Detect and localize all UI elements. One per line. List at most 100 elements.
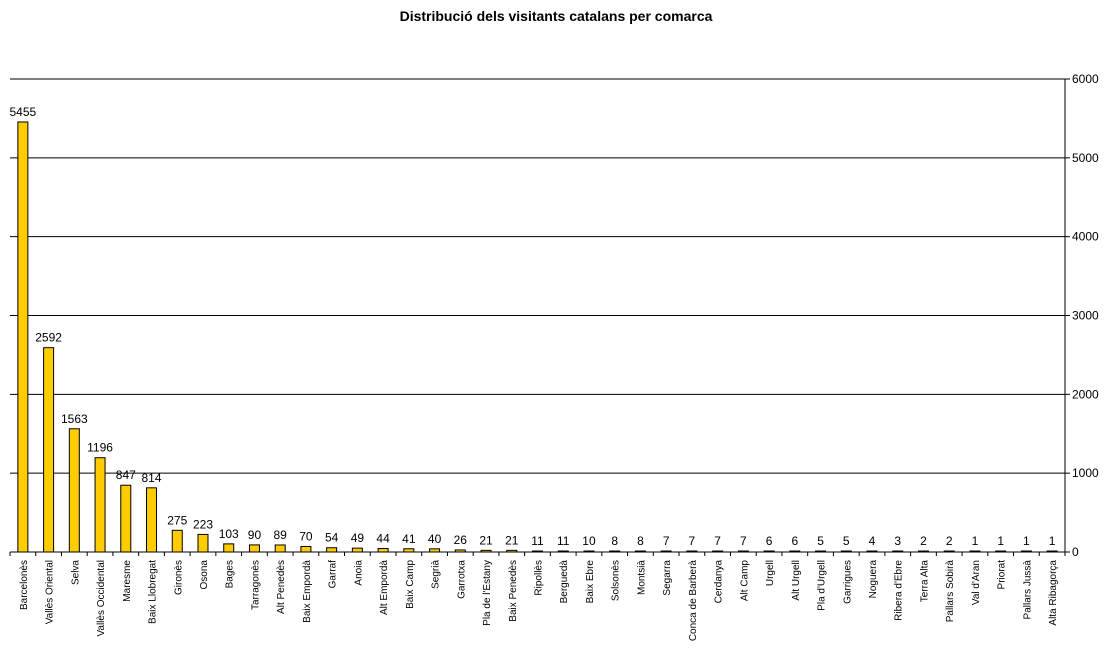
- category-label: Segarra: [662, 560, 673, 596]
- data-label: 11: [531, 534, 544, 548]
- category-label: Alt Urgell: [791, 560, 802, 601]
- data-label: 40: [428, 532, 442, 546]
- bar: [94, 457, 106, 553]
- category-label: Conca de Barberà: [688, 560, 699, 642]
- chart-title: Distribució dels visitants catalans per …: [399, 8, 713, 24]
- category-label: Vallès Occidental: [96, 560, 107, 637]
- category-label: Ripollès: [534, 560, 545, 596]
- category-label: Segrià: [431, 560, 442, 589]
- data-label: 1196: [87, 441, 113, 455]
- data-label: 21: [479, 533, 493, 547]
- data-label: 90: [248, 528, 262, 542]
- category-label: Pallars Jussà: [1022, 560, 1033, 620]
- data-label: 1: [1049, 534, 1056, 548]
- category-label: Barcelonès: [19, 560, 30, 610]
- data-label: 1: [1023, 534, 1030, 548]
- category-label: Pla de l'Estany: [482, 560, 493, 626]
- data-label: 89: [274, 528, 288, 542]
- bars: [17, 121, 1058, 553]
- data-label: 2: [920, 534, 927, 548]
- category-label: Tarragonès: [250, 560, 261, 610]
- bar: [17, 121, 29, 553]
- category-label: Bages: [225, 560, 236, 588]
- data-label: 223: [193, 517, 213, 531]
- data-label: 1: [972, 534, 979, 548]
- category-label: Selva: [70, 560, 81, 585]
- data-label: 44: [376, 532, 390, 546]
- data-label: 6: [766, 534, 773, 548]
- bar: [351, 547, 363, 553]
- y-tick-label: 4000: [1072, 230, 1099, 244]
- y-tick-label: 1000: [1072, 466, 1099, 480]
- data-label: 103: [219, 527, 239, 541]
- category-label: Maresme: [122, 560, 133, 602]
- data-label: 275: [167, 513, 187, 527]
- data-label: 5455: [10, 105, 37, 119]
- category-label: Vallès Oriental: [45, 560, 56, 624]
- category-label: Pla d'Urgell: [817, 560, 828, 611]
- bar: [223, 543, 235, 553]
- data-label: 41: [402, 532, 416, 546]
- category-label: Terra Alta: [919, 560, 930, 603]
- category-label: Baix Llobregat: [148, 560, 159, 624]
- category-label: Gironès: [173, 560, 184, 595]
- y-tick-label: 5000: [1072, 151, 1099, 165]
- data-label: 4: [869, 534, 876, 548]
- data-label: 814: [142, 471, 162, 485]
- category-label: Anoia: [353, 560, 364, 586]
- bar: [326, 547, 338, 553]
- data-label: 7: [663, 534, 670, 548]
- category-label: Alta Ribagorça: [1048, 560, 1059, 626]
- category-label: Alt Camp: [739, 560, 750, 602]
- bar: [43, 347, 55, 553]
- axes: [9, 78, 1070, 556]
- gridlines: [10, 78, 1065, 474]
- bar: [68, 428, 80, 553]
- bar: [146, 487, 158, 553]
- category-label: Berguedà: [559, 560, 570, 604]
- bar: [248, 544, 260, 553]
- data-label: 6: [791, 534, 798, 548]
- data-label: 847: [116, 468, 136, 482]
- data-label: 7: [714, 534, 721, 548]
- data-label: 70: [299, 529, 313, 543]
- category-label: Alt Penedès: [276, 560, 287, 614]
- data-label: 5: [843, 534, 850, 548]
- category-label: Garrotxa: [456, 560, 467, 599]
- category-label: Baix Penedès: [508, 560, 519, 622]
- category-label: Garrigues: [842, 560, 853, 604]
- data-label: 49: [351, 531, 365, 545]
- category-label: Val d'Aran: [971, 560, 982, 605]
- y-tick-label: 2000: [1072, 387, 1099, 401]
- category-label: Baix Camp: [405, 560, 416, 609]
- category-label: Montsià: [636, 560, 647, 595]
- bar: [377, 548, 389, 553]
- data-label: 21: [505, 533, 519, 547]
- bar: [274, 544, 286, 553]
- category-label: Cerdanya: [714, 560, 725, 604]
- bar: [300, 545, 312, 553]
- bar: [171, 529, 183, 553]
- data-label: 7: [689, 534, 696, 548]
- category-label: Urgell: [765, 560, 776, 586]
- labels: 01000200030004000500060005455Barcelonès2…: [10, 72, 1100, 641]
- y-tick-label: 6000: [1072, 72, 1099, 86]
- y-tick-label: 0: [1072, 545, 1079, 559]
- data-label: 2592: [35, 331, 62, 345]
- data-label: 1563: [61, 412, 88, 426]
- data-label: 10: [582, 534, 596, 548]
- data-label: 5: [817, 534, 824, 548]
- y-tick-label: 3000: [1072, 309, 1099, 323]
- bar: [120, 484, 132, 553]
- data-label: 1: [997, 534, 1004, 548]
- category-label: Osona: [199, 560, 210, 590]
- data-label: 8: [611, 534, 618, 548]
- category-label: Ribera d'Ebre: [894, 560, 905, 621]
- category-label: Priorat: [997, 560, 1008, 590]
- data-label: 8: [637, 534, 644, 548]
- category-label: Baix Empordà: [302, 560, 313, 623]
- category-label: Solsonès: [611, 560, 622, 601]
- category-label: Noguera: [868, 560, 879, 599]
- data-label: 54: [325, 531, 339, 545]
